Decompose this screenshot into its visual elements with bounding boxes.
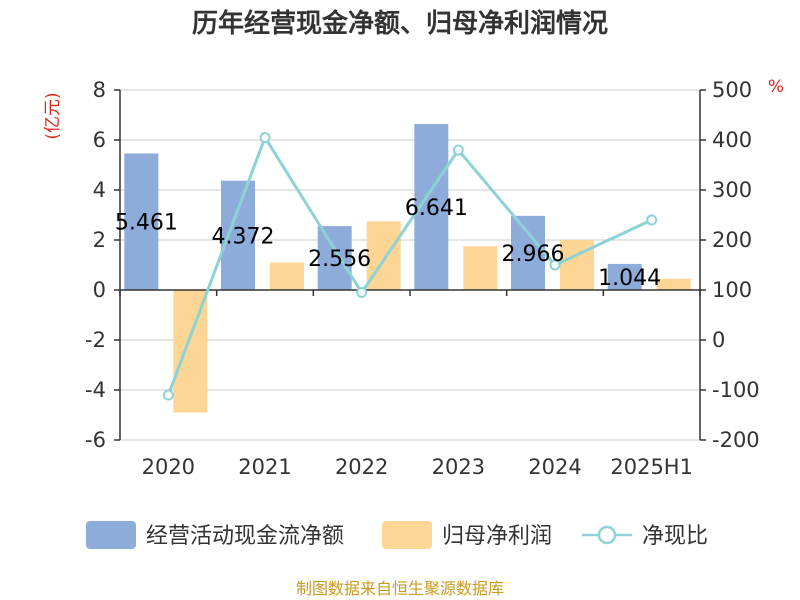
legend-label-netprofit: 归母净利润 [442,524,552,549]
right-tick-label: 400 [712,128,752,152]
bar-cashflow [607,263,642,290]
left-tick-label: 6 [93,128,106,152]
ratio-point [259,132,271,143]
bar-cashflow [317,226,352,290]
bar-netprofit [463,246,498,290]
right-tick-label: 500 [712,78,752,102]
x-tick-label: 2024 [528,455,581,479]
right-tick-label: 300 [712,178,752,202]
x-tick-label: 2025H1 [610,455,693,479]
right-tick-label: 100 [712,278,752,302]
right-axis-unit: % [768,77,784,97]
ratio-point [356,287,368,298]
bar-netprofit [560,240,594,290]
x-tick-label: 2020 [142,455,195,479]
legend: 经营活动现金流净额 归母净利润 净现比 [86,521,708,549]
right-tick-label: 0 [712,328,725,352]
legend-label-ratio: 净现比 [642,524,708,549]
left-tick-label: -2 [85,328,106,352]
chart-title: 历年经营现金净额、归母净利润情况 [192,8,608,39]
left-axis-unit: (亿元) [43,92,63,139]
data-source: 制图数据来自恒生聚源数据库 [296,579,504,598]
x-tick-label: 2021 [238,455,291,479]
left-tick-label: 0 [93,278,106,302]
right-tick-label: -100 [712,378,760,402]
right-tick-label: -200 [712,428,760,452]
data-label-cashflow: 6.641 [405,196,468,221]
left-tick-label: 8 [93,78,106,102]
x-tick-label: 2023 [432,455,485,479]
left-tick-label: 4 [93,178,106,202]
ratio-point [452,144,464,156]
right-tick-label: 200 [712,228,752,252]
labels-layer: 5.461 4.372 2.556 6.641 2.966 1.044 [115,196,661,291]
data-label-cashflow: 2.966 [502,242,565,267]
ratio-point [646,214,658,226]
left-tick-label: -6 [85,428,106,452]
bar-netprofit [656,278,691,290]
data-label-cashflow: 1.044 [598,266,661,291]
line-layer [162,132,658,401]
ratio-point [162,389,174,401]
legend-label-cashflow: 经营活动现金流净额 [146,524,344,549]
left-tick-label: -4 [85,378,106,402]
data-label-cashflow: 2.556 [308,247,371,272]
ratio-line [166,134,653,396]
bars-layer [124,123,691,413]
data-label-cashflow: 5.461 [115,211,178,236]
bar-netprofit [270,262,304,290]
left-tick-label: 2 [93,228,106,252]
data-label-cashflow: 4.372 [212,224,275,249]
bar-cashflow [124,153,159,290]
ratio-point [549,259,561,271]
x-tick-label: 2022 [335,455,388,479]
legend-swatch-ratio-marker [597,525,617,545]
legend-swatch-cashflow [86,521,136,549]
axes-layer: 8 6 4 2 0 -2 -4 -6 500 400 300 200 100 0 -100 -200 2020 2… [85,78,760,479]
bar-cashflow [511,215,545,290]
legend-swatch-netprofit [382,521,432,549]
